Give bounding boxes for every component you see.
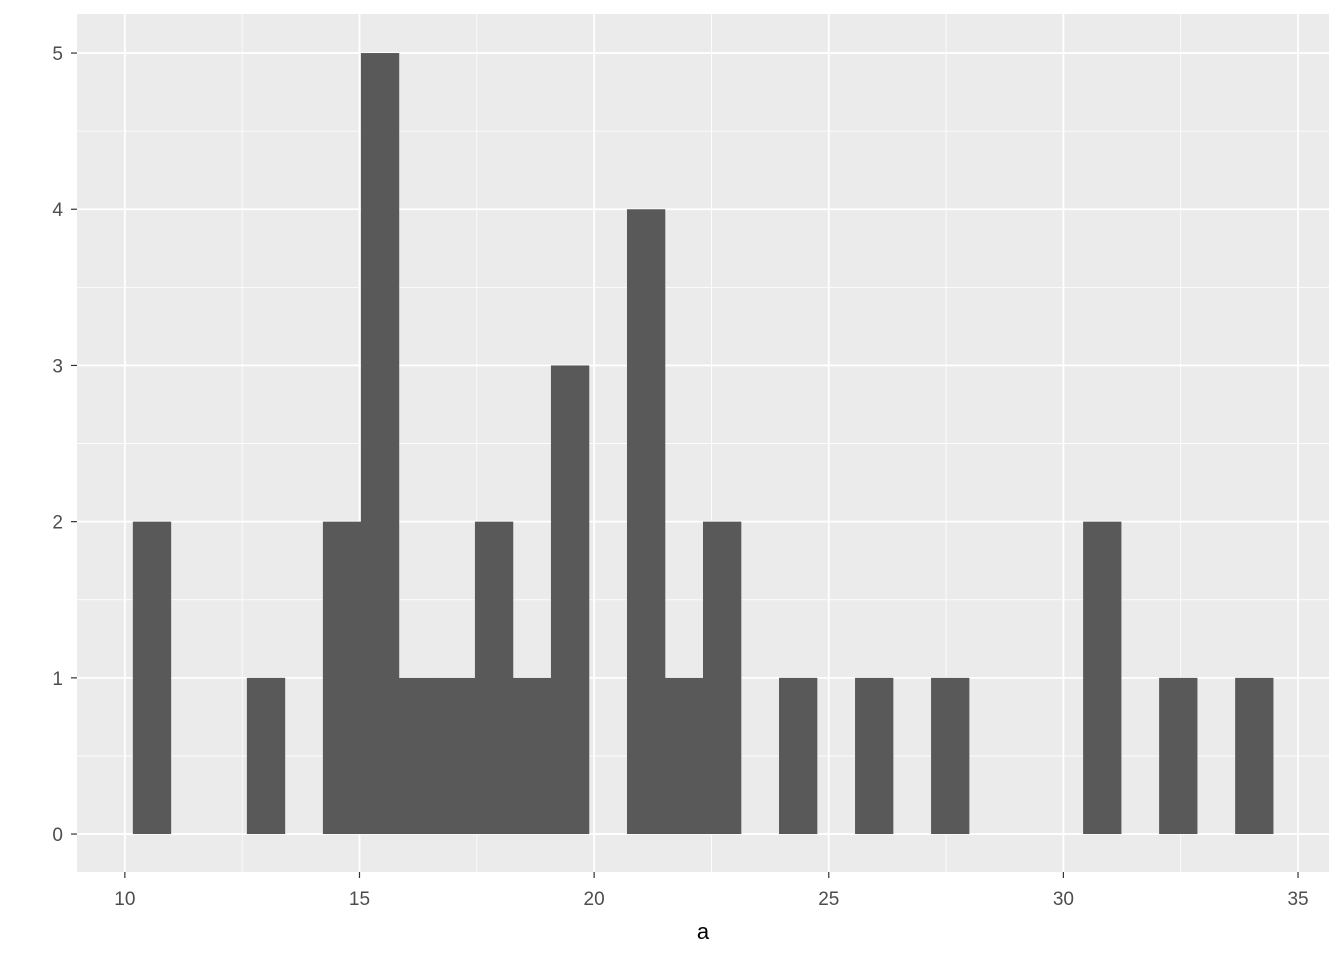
- histogram-bar: [550, 365, 590, 835]
- histogram-bar: [474, 521, 514, 835]
- x-tick-label: 30: [1053, 889, 1074, 910]
- bars: [132, 53, 1274, 835]
- x-tick-label: 35: [1287, 889, 1308, 910]
- histogram-bar: [1159, 677, 1198, 835]
- x-tick-label: 15: [349, 889, 370, 910]
- x-axis-title: a: [697, 919, 710, 944]
- histogram-bar: [322, 521, 362, 835]
- histogram-bar: [512, 677, 552, 835]
- histogram-bar: [360, 53, 400, 835]
- histogram-bar: [779, 677, 818, 835]
- histogram-bar: [703, 521, 742, 835]
- histogram-bar: [626, 209, 666, 835]
- y-tick-label: 0: [52, 825, 63, 846]
- histogram-bar: [132, 521, 172, 835]
- x-axis: 10 15 20 25 30 35: [114, 872, 1309, 910]
- histogram-bar: [436, 677, 476, 835]
- y-tick-label: 3: [52, 356, 63, 377]
- histogram-bar: [246, 677, 286, 835]
- histogram-bar: [398, 677, 438, 835]
- histogram-bar: [664, 677, 704, 835]
- histogram-bar: [1235, 677, 1274, 835]
- histogram-bar: [855, 677, 894, 835]
- x-tick-label: 20: [584, 889, 605, 910]
- histogram-bar: [1083, 521, 1122, 835]
- y-tick-label: 1: [52, 669, 63, 690]
- y-tick-label: 4: [52, 200, 63, 221]
- x-tick-label: 25: [818, 889, 839, 910]
- y-axis: 0 1 2 3 4 5: [52, 44, 77, 846]
- x-tick-label: 10: [114, 889, 135, 910]
- histogram-bar: [931, 677, 970, 835]
- y-tick-label: 2: [52, 513, 63, 534]
- y-tick-label: 5: [52, 44, 63, 65]
